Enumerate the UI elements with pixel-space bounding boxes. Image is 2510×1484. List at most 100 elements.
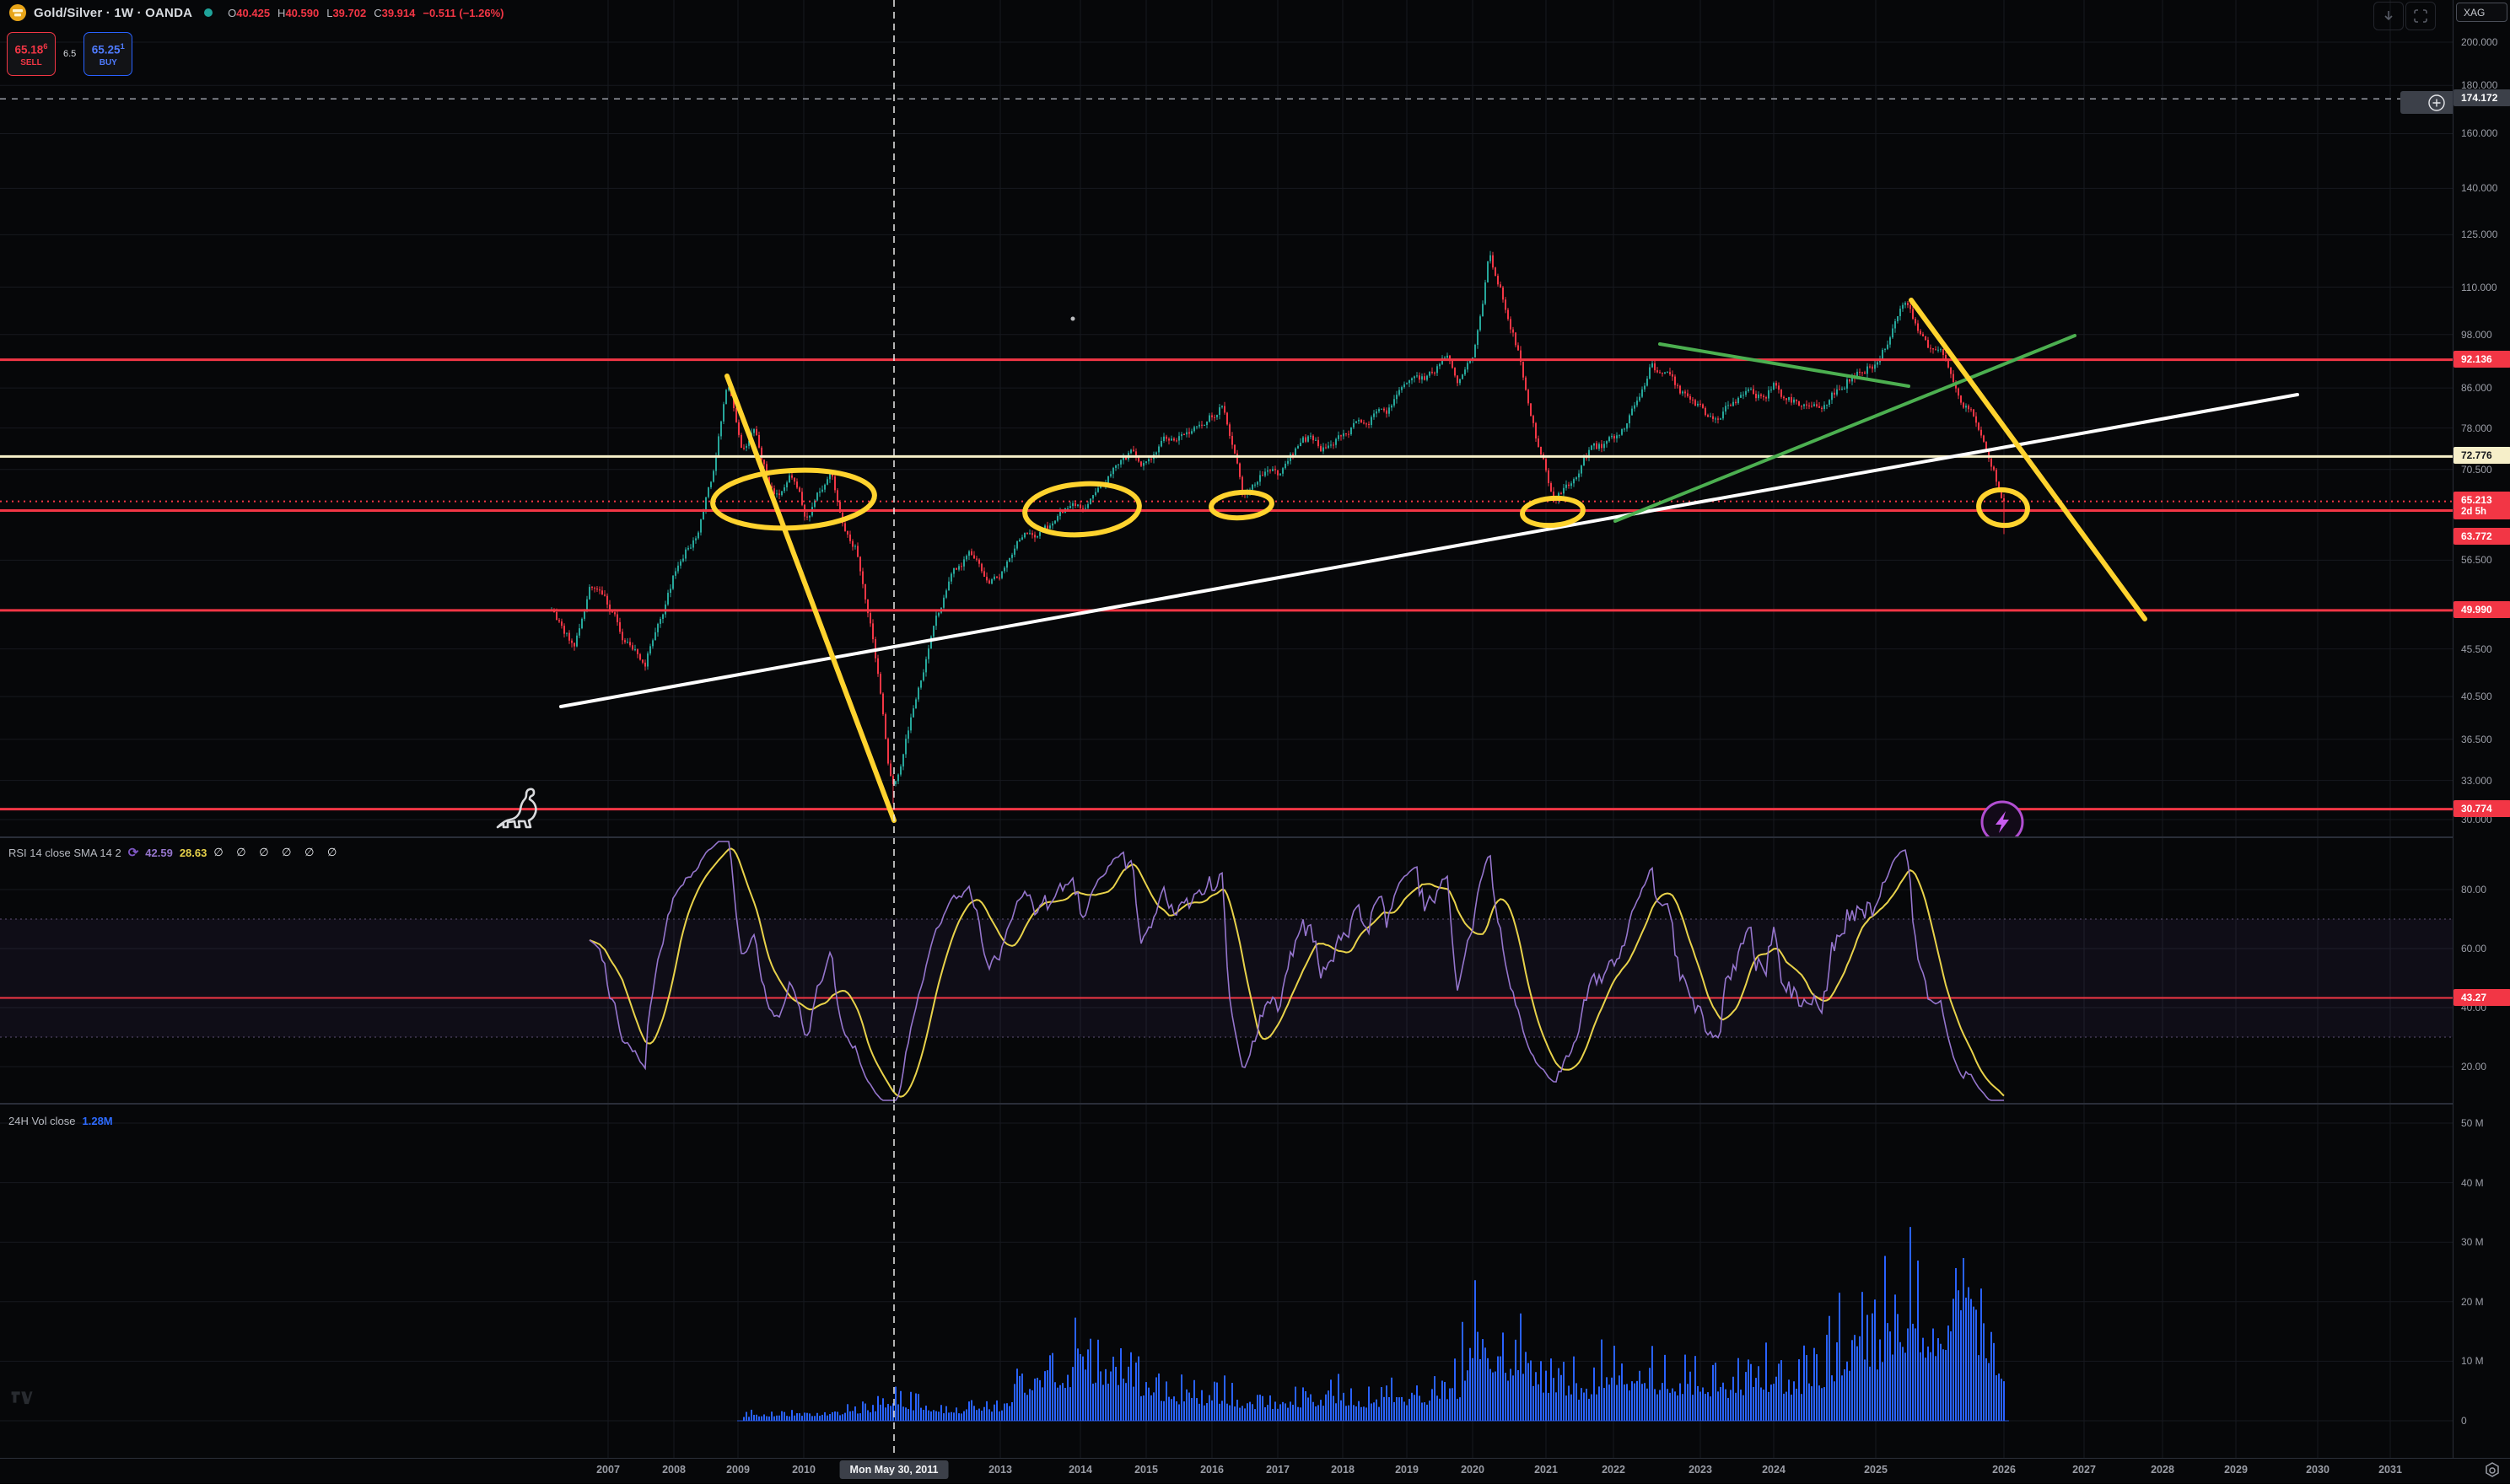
time-tick-label: 2031 — [2378, 1464, 2402, 1476]
yellow-crash-line-2025[interactable] — [1909, 298, 2147, 621]
green-desc-line[interactable] — [1658, 342, 1910, 388]
currency-unit-button[interactable]: XAG — [2456, 3, 2507, 22]
rsi-divergence-values: ∅ ∅ ∅ ∅ ∅ ∅ — [213, 846, 342, 858]
plus-circle-icon — [2428, 94, 2445, 111]
time-tick-label: 2017 — [1266, 1464, 1290, 1476]
drawing-point-dot[interactable] — [1070, 316, 1075, 321]
price-tick-label: 33.000 — [2461, 774, 2492, 787]
time-tick-label: 2023 — [1689, 1464, 1712, 1476]
dino-sticker[interactable] — [496, 788, 537, 829]
rsi-sma-value: 28.63 — [179, 846, 207, 859]
rsi-tick-label: 20.00 — [2461, 1061, 2487, 1073]
refresh-icon[interactable]: ⟳ — [127, 846, 139, 860]
price-badge: 30.774 — [2453, 799, 2510, 817]
time-tick-label: 2010 — [792, 1464, 816, 1476]
volume-tick-label: 50 M — [2461, 1117, 2484, 1129]
time-tick-label: 2018 — [1331, 1464, 1355, 1476]
volume-pane[interactable] — [0, 1104, 2453, 1458]
price-tick-label: 78.000 — [2461, 422, 2492, 434]
sell-button[interactable]: 65.186 SELL — [7, 32, 56, 76]
price-tick-label: 45.500 — [2461, 643, 2492, 655]
scroll-to-latest-button[interactable] — [2373, 2, 2404, 30]
time-tick-label: 2030 — [2306, 1464, 2330, 1476]
price-tick-label: 70.500 — [2461, 463, 2492, 476]
lightning-marker[interactable] — [1980, 800, 2024, 837]
tradingview-logo[interactable] — [10, 1390, 39, 1412]
rsi-plot — [589, 841, 2004, 1101]
volume-tick-label: 0 — [2461, 1415, 2467, 1427]
time-tick-label: 2009 — [726, 1464, 750, 1476]
yellow-ellipse-drawing[interactable] — [1022, 480, 1142, 538]
yellow-ellipse-drawing[interactable] — [1520, 495, 1586, 529]
price-badge: 63.772 — [2453, 527, 2510, 545]
white-support-line[interactable] — [559, 393, 2299, 708]
ohlc-readout: O40.425 H40.590 L39.702 C39.914 −0.511 (… — [228, 6, 504, 19]
time-tick-label: 2013 — [988, 1464, 1012, 1476]
price-tick-label: 110.000 — [2461, 281, 2497, 293]
market-status-icon[interactable] — [204, 8, 213, 17]
volume-tick-label: 10 M — [2461, 1355, 2484, 1368]
buy-button[interactable]: 65.251 BUY — [83, 32, 133, 76]
pane-divider[interactable] — [0, 1103, 2510, 1105]
time-tick-label: 2022 — [1602, 1464, 1625, 1476]
down-arrow-icon — [2384, 11, 2393, 21]
pane-divider[interactable] — [0, 836, 2510, 838]
time-tick-label: 2007 — [596, 1464, 620, 1476]
add-alert-button[interactable] — [2400, 91, 2453, 114]
price-tick-label: 160.000 — [2461, 127, 2498, 140]
price-tick-label: 56.500 — [2461, 554, 2492, 567]
gold-coin-icon — [9, 4, 26, 21]
time-tick-label: 2021 — [1534, 1464, 1558, 1476]
volume-tick-label: 40 M — [2461, 1176, 2484, 1189]
yellow-crash-line-2011[interactable] — [724, 374, 897, 823]
price-tick-label: 180.000 — [2461, 79, 2498, 92]
green-asc-line[interactable] — [1613, 334, 2076, 523]
price-badge: 65.213 2d 5h — [2453, 491, 2510, 519]
main-chart-pane[interactable] — [0, 0, 2453, 837]
volume-value: 1.28M — [82, 1115, 113, 1127]
price-tick-label: 200.000 — [2461, 36, 2498, 48]
time-tick-label: 2025 — [1864, 1464, 1888, 1476]
price-tick-label: 86.000 — [2461, 382, 2492, 395]
price-badge: 174.172 — [2453, 89, 2510, 107]
yellow-ellipse-drawing[interactable] — [710, 466, 877, 532]
volume-legend: 24H Vol close 1.28M — [8, 1115, 113, 1127]
rsi-tick-label: 60.00 — [2461, 943, 2487, 954]
price-tick-label: 40.500 — [2461, 691, 2492, 703]
rsi-badge: 43.27 — [2453, 988, 2510, 1006]
price-badge: 49.990 — [2453, 600, 2510, 618]
change-value: −0.511 (−1.26%) — [423, 6, 504, 19]
rsi-tick-label: 80.00 — [2461, 884, 2487, 895]
rsi-legend: RSI 14 close SMA 14 2 ⟳ 42.59 28.63 ∅ ∅ … — [8, 845, 342, 860]
price-tick-label: 98.000 — [2461, 328, 2492, 341]
axis-settings-icon[interactable] — [2483, 1461, 2502, 1484]
price-badge: 92.136 — [2453, 350, 2510, 368]
crosshair-date-badge: Mon May 30, 2011 — [839, 1460, 949, 1479]
time-tick-label: 2014 — [1069, 1464, 1092, 1476]
price-tick-label: 140.000 — [2461, 182, 2498, 195]
rsi-pane[interactable] — [0, 837, 2453, 1104]
symbol-legend: Gold/Silver · 1W · OANDA O40.425 H40.590… — [8, 3, 504, 22]
time-tick-label: 2027 — [2072, 1464, 2096, 1476]
time-tick-label: 2019 — [1395, 1464, 1419, 1476]
price-tick-label: 36.500 — [2461, 733, 2492, 745]
fullscreen-button[interactable] — [2405, 2, 2436, 30]
yellow-ellipse-drawing[interactable] — [1976, 487, 2030, 529]
price-tick-label: 125.000 — [2461, 229, 2498, 241]
time-tick-label: 2015 — [1134, 1464, 1158, 1476]
time-axis[interactable]: 2007 2008 2009 2010 2013 2014 2015 2016 2017 2018… — [0, 1458, 2510, 1483]
fullscreen-icon — [2414, 9, 2427, 23]
spread-value: 6.5 — [63, 49, 77, 59]
rsi-value: 42.59 — [145, 846, 173, 859]
price-axis[interactable]: XAG 200.000 180.000 160.000 140.000 125.000 1… — [2453, 0, 2510, 1482]
rsi-title[interactable]: RSI 14 close SMA 14 2 — [8, 846, 121, 859]
volume-title[interactable]: 24H Vol close — [8, 1115, 76, 1127]
price-badge: 72.776 — [2453, 447, 2510, 465]
symbol-title[interactable]: Gold/Silver · 1W · OANDA — [34, 5, 193, 20]
time-tick-label: 2029 — [2224, 1464, 2248, 1476]
volume-tick-label: 30 M — [2461, 1236, 2484, 1249]
yellow-ellipse-drawing[interactable] — [1209, 489, 1274, 521]
time-tick-label: 2020 — [1461, 1464, 1484, 1476]
time-tick-label: 2024 — [1762, 1464, 1786, 1476]
